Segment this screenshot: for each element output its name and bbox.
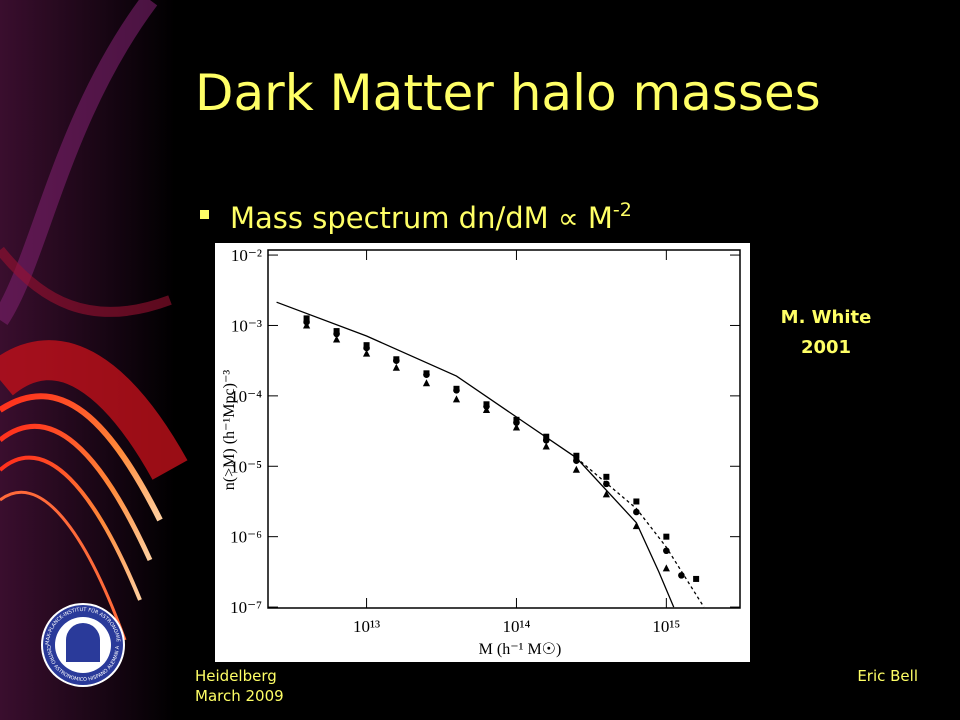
point-triangle (602, 490, 610, 498)
bullet-text: Mass spectrum dn/dM ∝ M (230, 201, 613, 235)
y-tick-label: 10⁻⁷ (230, 598, 262, 617)
point-circle (678, 572, 685, 579)
title: Dark Matter halo masses (195, 64, 821, 122)
credit: 2001 (801, 337, 851, 358)
point-square (573, 452, 580, 459)
point-triangle (302, 321, 311, 329)
footer-left: Heidelberg (195, 667, 277, 685)
point-circle (513, 419, 520, 426)
point-square (663, 533, 670, 540)
credit: M. White (781, 307, 872, 328)
point-triangle (482, 405, 491, 413)
point-triangle (422, 379, 431, 387)
x-tick-label: 10¹³ (353, 617, 380, 636)
point-circle (453, 386, 460, 394)
point-circle (393, 357, 400, 364)
point-triangle (362, 349, 371, 357)
point-square (633, 498, 640, 505)
x-tick-label: 10¹⁴ (502, 617, 530, 636)
point-triangle (662, 564, 670, 572)
point-square (303, 315, 310, 322)
point-square (603, 473, 610, 480)
point-square (693, 575, 700, 582)
x-tick-label: 10¹⁵ (652, 617, 680, 636)
curve (575, 457, 705, 608)
point-circle (333, 330, 340, 338)
point-circle (363, 344, 370, 352)
plot-frame (267, 249, 741, 609)
y-axis-label: n(>M) (h⁻¹Mpc)⁻³ (221, 370, 238, 491)
point-triangle (332, 335, 341, 343)
point-triangle (512, 423, 521, 431)
point-triangle (542, 442, 550, 450)
bullet-superscript: -2 (613, 199, 632, 221)
point-triangle (392, 363, 400, 371)
y-tick-label: 10⁻⁴ (230, 387, 262, 406)
decoration (0, 0, 188, 641)
footer-left: March 2009 (195, 687, 284, 705)
point-circle (663, 547, 670, 555)
x-axis-label: M (h⁻¹ M☉) (479, 641, 562, 658)
point-triangle (572, 465, 580, 473)
bullet: Mass spectrum dn/dM ∝ M-2 (230, 199, 632, 235)
y-tick-label: 10⁻² (231, 246, 262, 265)
footer-right: Eric Bell (857, 667, 918, 685)
y-tick-label: 10⁻⁶ (230, 528, 262, 547)
point-circle (423, 371, 430, 378)
curve (276, 301, 675, 608)
point-circle (633, 508, 640, 516)
point-triangle (452, 395, 461, 403)
y-tick-label: 10⁻⁵ (230, 457, 262, 476)
y-tick-label: 10⁻³ (231, 316, 262, 335)
bullet-marker (200, 210, 209, 219)
